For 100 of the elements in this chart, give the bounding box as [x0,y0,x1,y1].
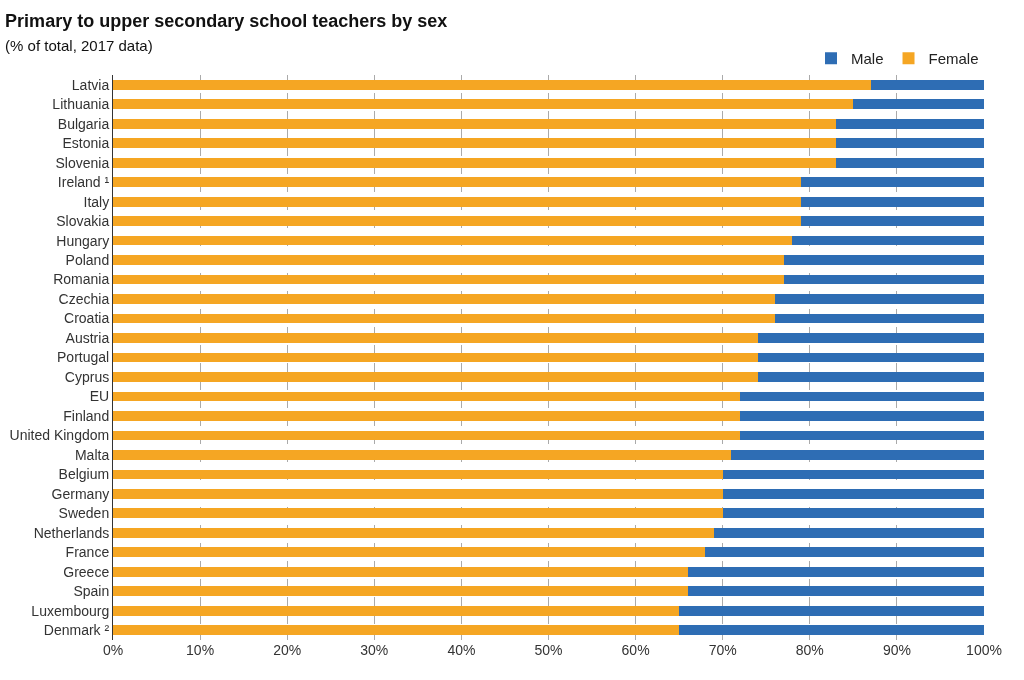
y-tick-label: Sweden [58,505,110,522]
bar [835,157,984,168]
y-tick-label: Netherlands [33,524,110,541]
bar [113,605,680,616]
x-tick-label: 10% [186,642,215,658]
bar [801,177,984,188]
y-tick-label: Lithuania [52,96,110,113]
bar [740,391,984,402]
bar [722,508,984,519]
y-tick-label: Ireland ¹ [57,174,110,191]
x-tick-label: 50% [534,642,563,658]
bar [113,391,741,402]
y-tick-label: Slovakia [56,213,110,230]
bar [835,118,984,129]
bar [113,547,706,558]
bar [113,372,758,382]
y-tick-label: Croatia [64,310,110,327]
bar [113,79,871,90]
y-tick-label: Germany [51,485,110,502]
bar [113,586,688,597]
y-tick-label: EU [89,388,110,405]
bar [113,527,714,538]
x-tick-label: 40% [447,642,476,658]
y-tick-label: Estonia [62,135,110,152]
x-tick-label: 20% [273,642,302,658]
y-tick-label: Czechia [58,290,110,307]
bar [113,430,741,441]
bar [679,605,984,616]
y-tick-label: Malta [74,446,110,463]
bar [801,216,984,226]
y-tick-label: Latvia [71,76,110,93]
bar [113,411,741,421]
bar [113,99,854,110]
bar [113,313,775,324]
bar [757,352,984,363]
y-tick-label: Belgium [58,466,110,483]
bar [113,508,723,519]
bar [687,586,984,597]
y-tick-label: Bulgaria [57,115,110,132]
y-tick-label: Cyprus [64,368,110,385]
bar [113,274,784,285]
x-tick-label: 90% [882,642,911,658]
bar [835,138,984,149]
bar [792,235,984,246]
y-tick-label: Romania [53,271,110,288]
bar [801,196,984,207]
y-tick-label: Denmark ² [43,622,110,639]
bar [757,333,984,343]
legend-label: Female [928,50,979,68]
legend-label: Male [851,50,884,68]
bar [113,352,758,363]
bar [731,450,984,460]
y-tick-label: Italy [83,193,110,210]
bar [113,177,802,188]
bar [113,566,688,577]
bar [113,118,836,129]
bar [713,527,984,538]
bar [757,372,984,382]
bar [722,489,984,499]
bar [113,235,793,246]
bar [679,625,984,636]
y-tick-label: Austria [65,329,110,346]
bar [113,294,775,304]
bar [113,450,732,460]
x-tick-label: 100% [966,642,1002,658]
y-tick-label: Poland [65,251,110,268]
bar [870,79,984,90]
x-tick-label: 70% [708,642,737,658]
chart-subtitle: (% of total, 2017 data) [5,36,153,54]
y-tick-label: United Kingdom [9,427,110,444]
x-tick-label: 60% [621,642,650,658]
y-tick-label: Finland [63,407,110,424]
y-tick-label: Portugal [57,349,110,366]
bar [853,99,984,110]
bar [783,274,984,285]
bar [113,489,723,499]
x-tick-label: 0% [102,642,124,658]
bar [113,216,802,226]
bar [113,333,758,343]
bar [740,411,984,421]
x-tick-label: 80% [795,642,824,658]
bar [687,566,984,577]
bar [740,430,984,441]
bar [113,255,784,265]
y-tick-label: Luxembourg [31,602,110,619]
bar [705,547,984,558]
y-tick-label: Spain [73,583,110,600]
bar [774,313,984,324]
bar [113,157,836,168]
bar [113,196,802,207]
bar [113,138,836,149]
bar [113,625,680,636]
x-tick-label: 30% [360,642,389,658]
y-tick-label: Greece [63,563,110,580]
bar [783,255,984,265]
y-tick-label: Slovenia [55,154,110,171]
chart-title: Primary to upper secondary school teachers by sex [5,11,448,32]
bar [722,469,984,480]
bar [113,469,723,480]
y-tick-label: Hungary [56,232,110,249]
